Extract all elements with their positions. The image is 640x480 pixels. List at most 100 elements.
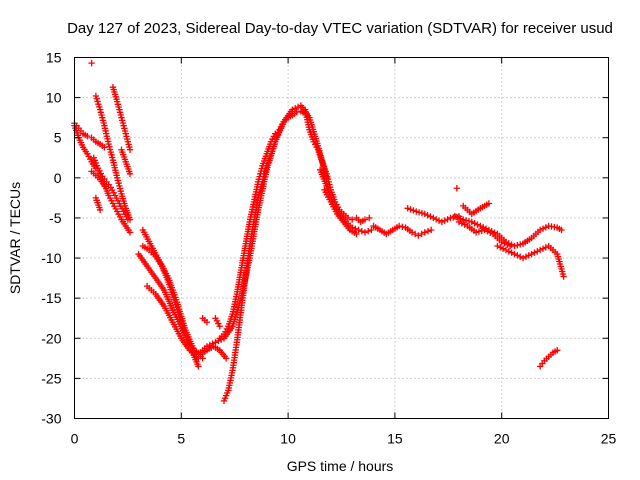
data-point xyxy=(203,343,211,350)
data-point xyxy=(348,216,356,223)
data-point xyxy=(415,209,423,216)
data-point xyxy=(504,241,511,248)
data-point xyxy=(475,228,483,235)
data-point xyxy=(484,228,491,235)
data-point xyxy=(438,218,446,226)
data-point xyxy=(435,217,443,224)
x-tick-label: 10 xyxy=(280,431,296,447)
x-tick-label: 20 xyxy=(494,431,510,447)
data-point xyxy=(212,339,219,346)
data-point xyxy=(124,216,132,223)
data-point xyxy=(289,106,296,113)
y-tick-label: -5 xyxy=(49,210,62,226)
data-point xyxy=(421,229,429,236)
y-tick-label: -30 xyxy=(41,411,61,427)
data-point xyxy=(531,249,538,256)
y-tick-label: 10 xyxy=(46,90,62,106)
data-point xyxy=(502,246,510,254)
data-point xyxy=(418,230,425,238)
data-point xyxy=(457,215,464,222)
data-point xyxy=(407,206,414,213)
data-point xyxy=(88,59,95,67)
data-point xyxy=(494,242,501,250)
series-track-Y xyxy=(460,200,493,218)
data-point xyxy=(365,227,372,235)
series-track-D xyxy=(90,154,132,223)
data-point xyxy=(539,225,547,232)
series-track-T xyxy=(370,222,435,239)
series-track-L xyxy=(199,315,211,326)
data-point xyxy=(209,340,216,347)
data-point xyxy=(517,253,524,260)
data-marks xyxy=(71,59,567,405)
data-point xyxy=(432,216,440,223)
data-point xyxy=(499,245,507,252)
series-track-F xyxy=(92,194,104,214)
data-point xyxy=(505,248,513,255)
data-point xyxy=(430,214,437,222)
data-point xyxy=(294,103,302,111)
data-point xyxy=(366,214,373,222)
series-track-K xyxy=(139,242,230,362)
data-point xyxy=(534,248,541,255)
data-point xyxy=(528,250,535,258)
y-tick-label: -25 xyxy=(41,370,61,386)
data-point xyxy=(508,249,515,256)
data-point xyxy=(468,218,475,226)
data-point xyxy=(560,273,567,280)
data-point xyxy=(413,208,420,215)
y-tick-label: -20 xyxy=(41,330,61,346)
data-point xyxy=(481,226,488,234)
data-point xyxy=(272,130,279,137)
data-point xyxy=(455,218,463,226)
data-point xyxy=(451,213,458,220)
data-point xyxy=(352,225,359,232)
data-point xyxy=(507,242,514,250)
data-point xyxy=(485,200,493,207)
data-point xyxy=(408,229,416,236)
data-point xyxy=(542,224,550,231)
data-point xyxy=(472,229,480,236)
data-point xyxy=(497,244,504,251)
data-point xyxy=(404,205,411,212)
data-point xyxy=(292,105,299,112)
data-point xyxy=(355,226,362,234)
data-point xyxy=(361,229,369,236)
data-point xyxy=(195,363,202,370)
series-track-U xyxy=(404,205,463,226)
x-tick-label: 5 xyxy=(177,431,185,447)
series-track-X xyxy=(494,242,567,280)
data-point xyxy=(358,227,365,235)
y-tick-label: -10 xyxy=(41,250,61,266)
plot-frame xyxy=(74,57,609,419)
data-point xyxy=(514,242,521,249)
data-point xyxy=(517,241,524,248)
data-point xyxy=(453,185,461,192)
data-point xyxy=(428,226,435,234)
data-point xyxy=(415,232,422,239)
data-point xyxy=(126,229,134,236)
data-point xyxy=(522,253,530,260)
series-outlier-1 xyxy=(88,59,95,67)
series-track-C xyxy=(109,83,134,153)
chart-title: Day 127 of 2023, Sidereal Day-to-day VTE… xyxy=(67,20,613,37)
data-point xyxy=(368,226,375,234)
data-point xyxy=(444,216,451,223)
data-point xyxy=(501,240,508,247)
data-point xyxy=(498,238,505,246)
data-point xyxy=(217,336,225,343)
data-point xyxy=(418,209,426,217)
series-track-W xyxy=(455,218,514,250)
data-point xyxy=(411,230,419,238)
data-point xyxy=(395,222,403,230)
series-track-B xyxy=(92,92,134,223)
data-point xyxy=(293,108,300,116)
data-point xyxy=(344,214,352,222)
data-point xyxy=(454,214,461,221)
x-tick-label: 0 xyxy=(71,431,79,447)
data-point xyxy=(222,355,230,362)
data-point xyxy=(471,220,478,227)
data-point xyxy=(519,254,527,262)
data-point xyxy=(206,341,213,349)
data-point xyxy=(478,227,485,234)
